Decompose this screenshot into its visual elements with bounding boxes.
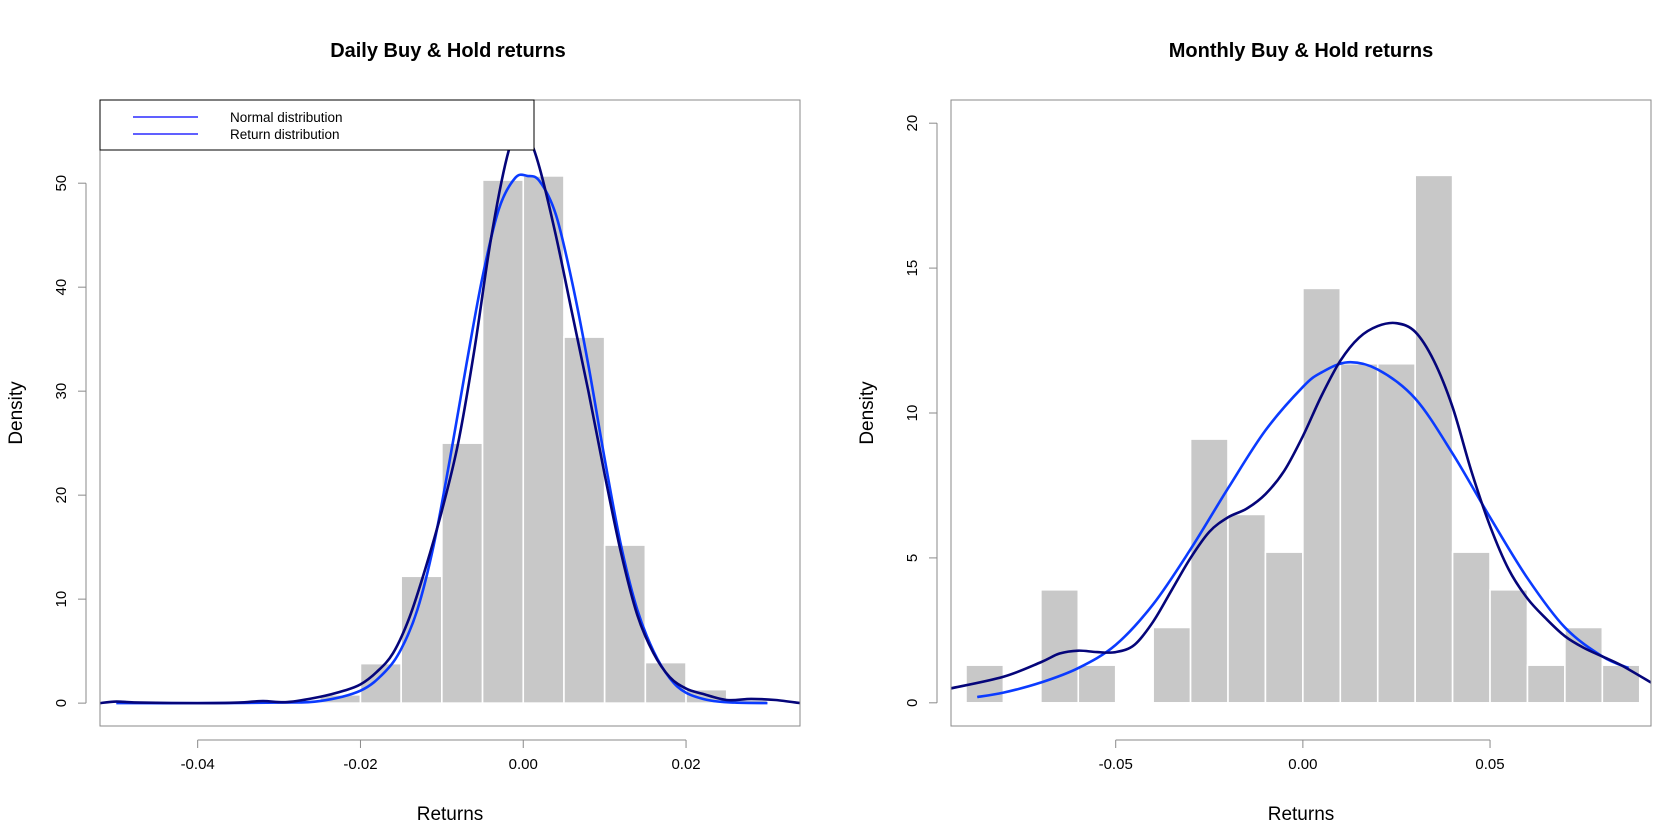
legend: Normal distribution Return distribution (99, 99, 535, 151)
return-density-curve (100, 123, 800, 705)
y-tick-label: 20 (53, 487, 70, 504)
y-tick-label: 0 (53, 699, 70, 707)
y-tick-label: 10 (53, 591, 70, 608)
daily-returns-chart: Daily Buy & Hold returns -0.04 -0.02 0.00 0… (6, 40, 801, 825)
histogram-bar (1339, 362, 1379, 704)
x-axis-label: Returns (417, 804, 484, 825)
monthly-returns-chart: Monthly Buy & Hold returns -0.05 0.00 0.05… (857, 40, 1652, 825)
histogram-bar (1077, 664, 1117, 704)
histogram-bar (1152, 626, 1192, 704)
histogram-bar (1526, 664, 1566, 704)
y-tick-label: 40 (53, 279, 70, 296)
x-tick-label: 0.05 (1475, 756, 1504, 773)
histogram-bar (1451, 551, 1491, 704)
normal-density-curve (976, 360, 1630, 699)
density-curves (100, 123, 800, 705)
histogram-bars (318, 175, 769, 704)
x-tick-label: -0.04 (181, 756, 215, 773)
histogram-bar (1189, 438, 1229, 704)
legend-box (99, 99, 535, 151)
y-tick-label: 50 (53, 175, 70, 192)
x-axis-label: Returns (1268, 804, 1335, 825)
legend-label-normal: Normal distribution (230, 110, 343, 125)
histogram-bar (644, 661, 687, 704)
histogram-bar (1601, 664, 1641, 704)
histogram-bar (1376, 362, 1416, 704)
density-curves (951, 321, 1651, 699)
return-density-curve (951, 321, 1651, 690)
histogram-bar (1489, 588, 1529, 704)
x-tick-label: -0.05 (1099, 756, 1133, 773)
histogram-bars (965, 174, 1641, 704)
histogram-bar (522, 175, 565, 704)
chart-title: Daily Buy & Hold returns (330, 40, 566, 62)
x-tick-label: -0.02 (343, 756, 377, 773)
x-axis: -0.05 0.00 0.05 (1099, 739, 1505, 773)
y-tick-label: 5 (904, 554, 921, 562)
y-tick-label: 30 (53, 383, 70, 400)
histogram-bar (1414, 174, 1454, 704)
y-axis: 0 5 10 15 20 (904, 115, 938, 707)
y-axis-label: Density (857, 381, 878, 445)
histogram-bar (1264, 551, 1304, 704)
histogram-bar (1227, 513, 1267, 704)
x-tick-label: 0.02 (671, 756, 700, 773)
x-axis: -0.04 -0.02 0.00 0.02 (181, 739, 701, 773)
histogram-bar (1302, 287, 1342, 704)
x-tick-label: 0.00 (509, 756, 538, 773)
histogram-bar (563, 336, 606, 704)
y-tick-label: 0 (904, 699, 921, 707)
y-tick-label: 20 (904, 115, 921, 132)
y-axis: 0 10 20 30 40 50 (53, 175, 87, 707)
plot-frame (950, 99, 1652, 727)
chart-title: Monthly Buy & Hold returns (1169, 40, 1433, 62)
y-tick-label: 15 (904, 260, 921, 277)
x-tick-label: 0.00 (1288, 756, 1317, 773)
y-tick-label: 10 (904, 405, 921, 422)
histogram-bar (1040, 588, 1080, 704)
y-axis-label: Density (6, 381, 27, 445)
legend-label-return: Return distribution (230, 127, 340, 142)
